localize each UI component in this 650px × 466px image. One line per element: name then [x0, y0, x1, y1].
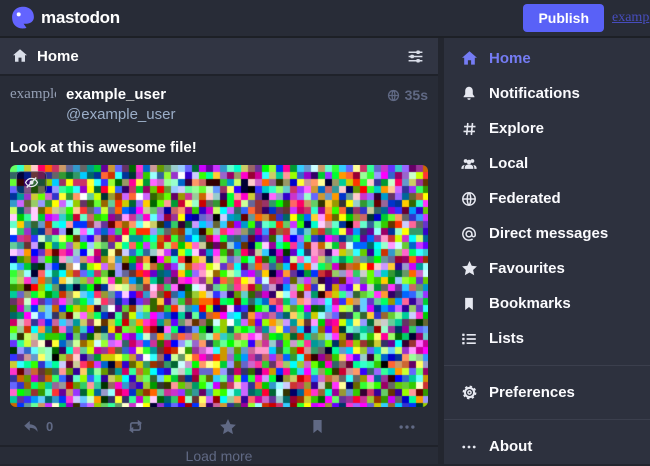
- nav-item-preferences[interactable]: Preferences: [444, 375, 650, 410]
- home-icon: [12, 48, 28, 64]
- display-name: example_user: [66, 85, 175, 105]
- nav-item-home[interactable]: Home: [444, 41, 650, 76]
- bookmark-button[interactable]: [310, 418, 325, 435]
- status-meta[interactable]: 35s: [387, 85, 428, 131]
- eye-slash-icon: [24, 175, 39, 190]
- globe-icon: [387, 87, 400, 102]
- reply-icon: [22, 418, 40, 436]
- status-content: Look at this awesome file!: [10, 139, 428, 156]
- gear-icon: [458, 384, 480, 401]
- bookmark-icon: [458, 296, 480, 312]
- home-timeline-column: Home example example_user @example_user: [0, 38, 438, 464]
- nav-item-local[interactable]: Local: [444, 146, 650, 181]
- timestamp: 35s: [405, 87, 428, 103]
- column-settings-button[interactable]: [405, 46, 426, 67]
- nav-item-explore[interactable]: Explore: [444, 111, 650, 146]
- nav-item-favourites[interactable]: Favourites: [444, 251, 650, 286]
- main-layout: Home example example_user @example_user: [0, 38, 650, 464]
- column-title: Home: [37, 48, 79, 65]
- boost-button[interactable]: [126, 417, 145, 436]
- media-attachment[interactable]: [10, 165, 428, 407]
- load-more-button[interactable]: Load more: [0, 445, 438, 464]
- mastodon-logo-icon: [10, 5, 36, 31]
- mastodon-home-link[interactable]: mastodon: [10, 5, 120, 31]
- navigation-panel: Home Notifications Explore Local: [444, 38, 650, 464]
- avatar[interactable]: example: [10, 85, 56, 131]
- bell-icon: [458, 85, 480, 102]
- status-post: example example_user @example_user 35s L…: [0, 76, 438, 445]
- ellipsis-icon: [458, 439, 480, 455]
- brand-wordmark: mastodon: [41, 8, 120, 28]
- favourite-button[interactable]: [219, 418, 237, 436]
- column-header[interactable]: Home: [0, 38, 438, 76]
- nav-item-direct-messages[interactable]: Direct messages: [444, 216, 650, 251]
- sliders-icon: [407, 48, 424, 65]
- bookmark-icon: [310, 418, 325, 435]
- star-icon: [458, 260, 480, 277]
- home-icon: [458, 50, 480, 67]
- nav-item-notifications[interactable]: Notifications: [444, 76, 650, 111]
- publish-button[interactable]: Publish: [523, 4, 604, 32]
- nav-item-about[interactable]: About: [444, 429, 650, 464]
- nav-divider: [444, 365, 650, 366]
- noise-image: [10, 165, 428, 407]
- more-button[interactable]: [398, 418, 416, 436]
- ellipsis-icon: [398, 418, 416, 436]
- list-icon: [458, 331, 480, 347]
- nav-item-lists[interactable]: Lists: [444, 321, 650, 356]
- status-header: example example_user @example_user 35s: [10, 85, 428, 131]
- account-link[interactable]: examp: [612, 10, 650, 26]
- reply-button[interactable]: 0: [22, 418, 53, 436]
- top-bar: mastodon Publish examp: [0, 0, 650, 38]
- nav-item-bookmarks[interactable]: Bookmarks: [444, 286, 650, 321]
- account-handle: @example_user: [66, 105, 175, 125]
- nav-item-federated[interactable]: Federated: [444, 181, 650, 216]
- hashtag-icon: [458, 121, 480, 137]
- at-icon: [458, 226, 480, 242]
- status-action-bar: 0: [10, 407, 428, 445]
- globe-icon: [458, 191, 480, 207]
- author-names[interactable]: example_user @example_user: [66, 85, 175, 131]
- hide-media-button[interactable]: [16, 171, 47, 194]
- nav-divider: [444, 419, 650, 420]
- star-icon: [219, 418, 237, 436]
- users-icon: [458, 156, 480, 172]
- boost-icon: [126, 417, 145, 436]
- reply-count: 0: [46, 419, 53, 434]
